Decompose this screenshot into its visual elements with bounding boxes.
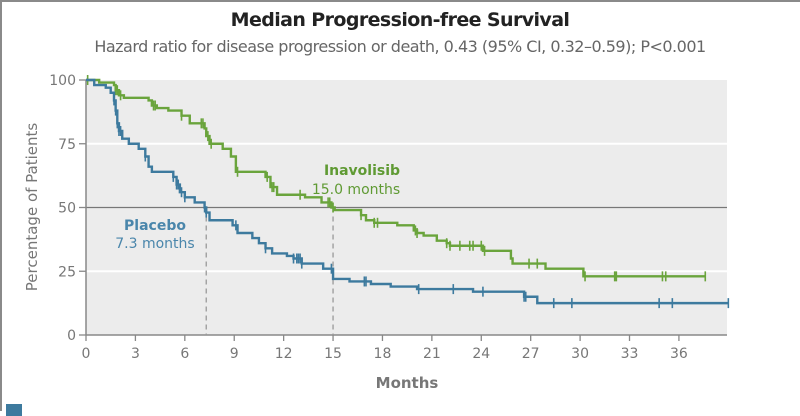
- placebo-label: Placebo: [124, 218, 186, 234]
- y-tick-label: 0: [67, 328, 76, 344]
- x-tick-label: 3: [131, 346, 140, 362]
- x-tick-label: 27: [522, 346, 540, 362]
- y-tick-label: 100: [49, 73, 76, 89]
- x-tick-label: 15: [324, 346, 342, 362]
- y-axis-label: Percentage of Patients: [23, 123, 41, 292]
- legend-swatch-placebo: [6, 404, 22, 416]
- x-tick-label: 0: [82, 346, 91, 362]
- y-tick-label: 75: [58, 137, 76, 153]
- inavolisib-label: Inavolisib: [324, 163, 400, 179]
- x-tick-label: 18: [374, 346, 392, 362]
- x-tick-label: 9: [230, 346, 239, 362]
- chart-subtitle: Hazard ratio for disease progression or …: [94, 37, 706, 56]
- x-tick-label: 21: [423, 346, 441, 362]
- inavolisib-median-label: 15.0 months: [312, 182, 400, 198]
- x-tick-label: 12: [275, 346, 293, 362]
- y-tick-label: 25: [58, 264, 76, 280]
- y-tick-label: 50: [58, 201, 76, 217]
- x-tick-label: 30: [571, 346, 589, 362]
- x-tick-label: 24: [472, 346, 490, 362]
- x-tick-label: 36: [670, 346, 688, 362]
- x-tick-label: 6: [180, 346, 189, 362]
- chart-title: Median Progression-free Survival: [230, 9, 570, 31]
- x-tick-label: 33: [621, 346, 639, 362]
- x-axis-label: Months: [376, 374, 439, 392]
- placebo-median-label: 7.3 months: [115, 236, 194, 252]
